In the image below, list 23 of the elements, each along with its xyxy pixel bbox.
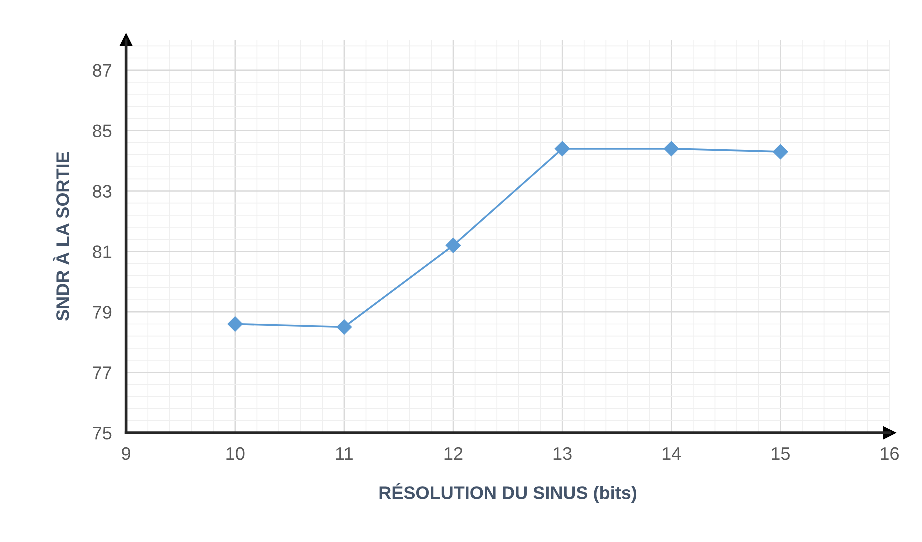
point — [664, 141, 680, 156]
y-tick-label: 75 — [93, 427, 112, 440]
x-axis-title: RÉSOLUTION DU SINUS (bits) — [380, 483, 637, 503]
y-tick-label: 79 — [93, 306, 112, 319]
point — [228, 316, 243, 332]
y-tick-label: 77 — [93, 366, 112, 380]
point — [554, 141, 570, 156]
x-tick-label: 11 — [336, 448, 353, 460]
point — [773, 144, 788, 160]
y-tick-label: 85 — [93, 124, 112, 138]
x-tick-label: 13 — [554, 447, 572, 460]
x-tick-label: 15 — [772, 448, 790, 460]
x-tick-label: 12 — [444, 447, 463, 460]
x-tick-label: 14 — [662, 448, 682, 460]
y-tick-label: 81 — [93, 246, 112, 258]
point — [336, 320, 352, 335]
x-tick-label: 10 — [226, 447, 245, 460]
y-tick-label: 87 — [93, 64, 112, 78]
x-tick-label: 9 — [122, 447, 130, 460]
y-axis-title: SNDR À LA SORTIE — [53, 152, 70, 321]
point — [446, 238, 462, 254]
y-tick-label: 83 — [93, 185, 112, 198]
x-tick-label: 16 — [881, 447, 899, 460]
